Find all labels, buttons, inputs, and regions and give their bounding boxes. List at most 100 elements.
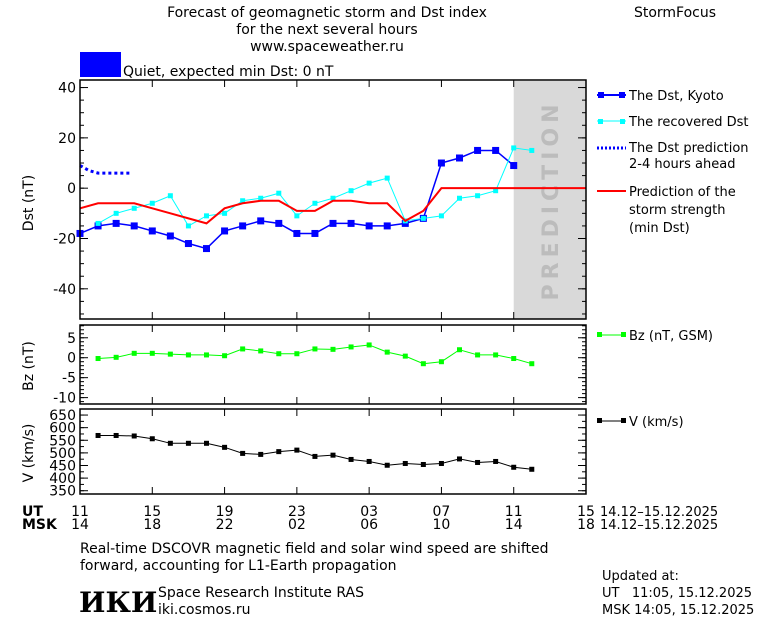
data-point <box>420 461 426 467</box>
data-point <box>184 240 192 248</box>
msk-tick-label: 22 <box>216 517 234 533</box>
data-point <box>348 344 354 350</box>
y-tick-label: 650 <box>49 408 76 424</box>
y-tick-label: -10 <box>53 391 76 407</box>
data-point <box>438 213 444 219</box>
legend-recovered-marker <box>620 119 625 124</box>
data-point <box>167 440 173 446</box>
updated-msk: MSK 14:05, 15.12.2025 <box>602 603 754 618</box>
data-point <box>492 146 500 154</box>
data-point <box>204 213 209 219</box>
data-point <box>166 232 174 240</box>
chart-title-line1: Forecast of geomagnetic storm and Dst in… <box>167 5 487 21</box>
data-point <box>474 146 482 154</box>
institute-url[interactable]: iki.cosmos.ru <box>158 602 250 618</box>
prediction-band <box>513 81 586 319</box>
data-point <box>131 433 137 439</box>
data-point <box>149 200 155 206</box>
data-point <box>529 361 535 367</box>
msk-tick-label: 14 <box>505 517 523 533</box>
data-point <box>475 352 481 358</box>
ut-tick-label: 15 <box>577 504 595 520</box>
data-point <box>366 180 372 186</box>
data-point <box>258 195 264 201</box>
panel-0: 40 20 0 -20 -40 <box>53 79 587 320</box>
dst-axis-label: Dst (nT) <box>21 175 37 231</box>
legend-storm-2: storm strength <box>629 203 726 218</box>
legend-dst-kyoto-marker <box>598 92 604 98</box>
data-point <box>185 223 191 229</box>
y-tick-label: 0 <box>67 351 76 367</box>
msk-date-range: 14.12–15.12.2025 <box>600 518 718 533</box>
ut-date-range: 14.12–15.12.2025 <box>600 505 718 520</box>
data-point <box>204 440 209 446</box>
data-point <box>366 342 372 348</box>
data-point <box>402 353 408 359</box>
data-point <box>437 159 445 167</box>
legend-v-marker <box>597 418 602 423</box>
y-tick-label: -5 <box>62 371 76 387</box>
data-point <box>148 227 156 235</box>
data-point <box>510 162 518 170</box>
data-point <box>294 351 300 357</box>
data-point <box>257 217 265 225</box>
data-point <box>112 219 120 227</box>
ut-tick-label: 03 <box>360 504 378 520</box>
data-point <box>276 190 282 196</box>
bz-axis-label: Bz (nT) <box>21 341 37 391</box>
y-tick-label: 40 <box>58 81 76 97</box>
legend-bz-marker <box>621 332 626 337</box>
data-point <box>529 466 535 472</box>
msk-tick-label: 06 <box>360 517 378 533</box>
data-point <box>493 352 499 358</box>
data-point <box>95 356 101 362</box>
institute-name: Space Research Institute RAS <box>158 585 364 601</box>
msk-axis-label: MSK <box>22 517 58 533</box>
data-point <box>511 145 517 151</box>
data-point <box>457 347 462 353</box>
ut-tick-label: 11 <box>505 504 523 520</box>
data-point <box>312 346 318 352</box>
brand-name: StormFocus <box>634 5 716 21</box>
data-point <box>167 193 173 199</box>
y-tick-label: -20 <box>53 231 76 247</box>
data-point <box>420 215 426 221</box>
ut-axis-label: UT <box>22 504 43 520</box>
data-point <box>401 219 409 227</box>
legend-storm-1: Prediction of the <box>629 185 736 200</box>
legend-recovered-marker <box>598 119 603 124</box>
panel-1: 5 0 -5 -10 <box>53 324 587 407</box>
site-url[interactable]: www.spaceweather.ru <box>250 39 404 55</box>
msk-tick-label: 18 <box>577 517 595 533</box>
data-point <box>311 229 319 237</box>
data-point <box>276 351 282 357</box>
data-point <box>95 432 101 438</box>
data-point <box>348 456 354 462</box>
data-point <box>131 350 137 356</box>
updated-ut: UT 11:05, 15.12.2025 <box>602 586 752 601</box>
data-point <box>493 458 499 464</box>
data-point <box>384 349 390 355</box>
data-point <box>258 348 264 354</box>
data-point <box>475 459 481 465</box>
msk-tick-label: 10 <box>433 517 451 533</box>
y-tick-label: 5 <box>67 331 76 347</box>
ut-tick-label: 15 <box>143 504 161 520</box>
legend-dst-kyoto-marker <box>619 92 625 98</box>
prediction-label: PREDICTION <box>539 100 564 301</box>
ut-tick-label: 23 <box>288 504 306 520</box>
data-point <box>222 353 228 359</box>
data-point <box>294 447 300 453</box>
y-tick-label: 20 <box>58 131 76 147</box>
legend-recovered: The recovered Dst <box>628 115 748 130</box>
data-point <box>312 453 318 459</box>
data-point <box>366 458 372 464</box>
y-tick-label: 550 <box>49 433 76 449</box>
data-point <box>475 193 481 199</box>
msk-tick-label: 14 <box>71 517 89 533</box>
data-point <box>457 195 462 201</box>
data-point <box>240 198 246 204</box>
data-point <box>329 219 337 227</box>
data-point <box>384 175 390 181</box>
